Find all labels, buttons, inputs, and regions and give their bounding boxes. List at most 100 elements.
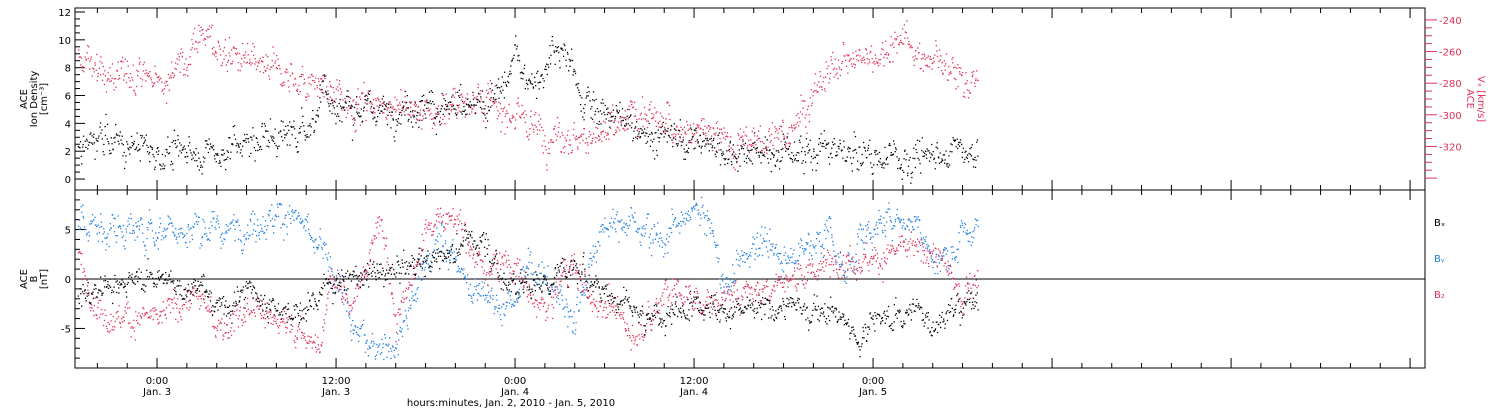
data-point-vx — [611, 112, 612, 113]
data-point-vx — [698, 125, 699, 126]
data-point-by — [354, 330, 355, 331]
data-point-vx — [280, 73, 281, 74]
data-point-by — [659, 238, 660, 239]
x-tick-label-date: Jan. 5 — [858, 387, 887, 398]
data-point-vx — [377, 97, 378, 98]
data-point-density — [352, 140, 353, 141]
data-point-density — [637, 136, 638, 137]
data-point-density — [714, 147, 715, 148]
data-point-by — [283, 239, 284, 240]
data-point-by — [637, 232, 638, 233]
data-point-vx — [934, 61, 935, 62]
data-point-by — [561, 295, 562, 296]
data-point-vx — [832, 52, 833, 53]
data-point-density — [592, 119, 593, 120]
data-point-density — [681, 141, 682, 142]
data-point-density — [84, 150, 85, 151]
data-point-by — [262, 231, 263, 232]
data-point-vx — [809, 114, 810, 115]
data-point-density — [387, 124, 388, 125]
top-right-axis: -320-300-280-260-240 — [1425, 16, 1462, 178]
data-point-vx — [888, 54, 889, 55]
data-point-by — [91, 223, 92, 224]
data-point-vx — [826, 61, 827, 62]
data-point-density — [659, 141, 660, 142]
data-point-density — [305, 135, 306, 136]
data-point-by — [725, 283, 726, 284]
data-point-density — [512, 59, 513, 60]
data-point-vx — [374, 112, 375, 113]
data-point-by — [527, 267, 528, 268]
data-point-vx — [919, 43, 920, 44]
data-point-bz — [377, 222, 378, 223]
data-point-density — [610, 120, 611, 121]
data-point-vx — [391, 115, 392, 116]
data-point-vx — [373, 111, 374, 112]
data-point-vx — [819, 86, 820, 87]
data-point-by — [706, 235, 707, 236]
data-point-by — [181, 228, 182, 229]
data-point-vx — [177, 64, 178, 65]
data-point-density — [664, 136, 665, 137]
data-point-vx — [690, 125, 691, 126]
data-point-by — [829, 217, 830, 218]
data-point-vx — [601, 141, 602, 142]
data-point-vx — [825, 90, 826, 91]
data-point-density — [944, 159, 945, 160]
data-point-vx — [545, 146, 546, 147]
data-point-density — [229, 137, 230, 138]
data-point-by — [390, 358, 391, 359]
data-point-density — [366, 103, 367, 104]
data-point-density — [504, 72, 505, 73]
data-point-vx — [194, 28, 195, 29]
data-point-density — [407, 107, 408, 108]
data-point-density — [400, 123, 401, 124]
data-point-density — [935, 168, 936, 169]
data-point-bz — [185, 302, 186, 303]
data-point-by — [649, 237, 650, 238]
data-point-by — [918, 216, 919, 217]
data-point-by — [186, 233, 187, 234]
data-point-by — [862, 240, 863, 241]
data-point-density — [273, 138, 274, 139]
data-point-by — [247, 225, 248, 226]
data-point-vx — [803, 108, 804, 109]
data-point-density — [162, 154, 163, 155]
data-point-density — [149, 152, 150, 153]
data-point-vx — [915, 50, 916, 51]
data-point-bz — [215, 327, 216, 328]
data-point-by — [112, 214, 113, 215]
data-point-density — [922, 137, 923, 138]
data-point-density — [623, 120, 624, 121]
data-point-bz — [400, 314, 401, 315]
data-point-vx — [614, 134, 615, 135]
data-point-by — [320, 238, 321, 239]
data-point-vx — [853, 58, 854, 59]
data-point-by — [820, 246, 821, 247]
data-point-vx — [215, 52, 216, 53]
data-point-by — [686, 218, 687, 219]
data-point-density — [226, 159, 227, 160]
data-point-vx — [80, 56, 81, 57]
data-point-vx — [922, 58, 923, 59]
data-point-by — [890, 220, 891, 221]
data-point-vx — [377, 106, 378, 107]
data-point-density — [153, 156, 154, 157]
data-point-by — [679, 233, 680, 234]
data-point-density — [468, 104, 469, 105]
x-tick-label-date: Jan. 4 — [500, 387, 529, 398]
data-point-vx — [403, 108, 404, 109]
data-point-by — [883, 217, 884, 218]
data-point-by — [366, 341, 367, 342]
data-point-by — [524, 275, 525, 276]
data-point-vx — [258, 63, 259, 64]
data-point-density — [460, 84, 461, 85]
data-point-bz — [310, 341, 311, 342]
data-point-density — [335, 113, 336, 114]
data-point-bz — [151, 310, 152, 311]
data-point-by — [311, 237, 312, 238]
data-point-density — [788, 148, 789, 149]
data-point-vx — [877, 62, 878, 63]
data-point-by — [888, 202, 889, 203]
